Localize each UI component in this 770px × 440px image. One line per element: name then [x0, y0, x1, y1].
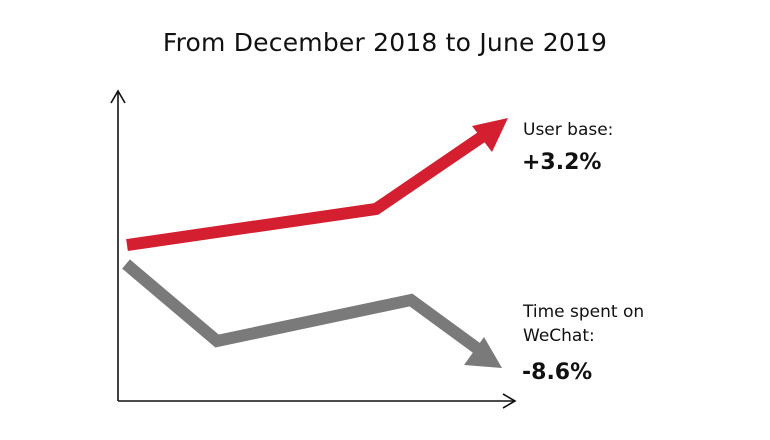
time-spent-arrowhead — [464, 337, 502, 368]
y-axis-arrowhead — [110, 89, 126, 104]
time-spent-label: Time spent on WeChat: — [523, 302, 645, 346]
time-spent-value: -8.6% — [522, 360, 593, 385]
user-base-trend-arrow — [126, 118, 508, 251]
time-spent-trend-arrow — [122, 259, 502, 368]
axes — [110, 89, 517, 409]
user-base-value: +3.2% — [522, 150, 602, 175]
user-base-label: User base: — [523, 120, 614, 140]
chart-title: From December 2018 to June 2019 — [162, 28, 608, 57]
user-base-line — [126, 129, 490, 251]
x-axis-arrowhead — [502, 393, 517, 409]
user-base-arrowhead — [472, 118, 508, 152]
time-spent-line — [122, 259, 482, 354]
